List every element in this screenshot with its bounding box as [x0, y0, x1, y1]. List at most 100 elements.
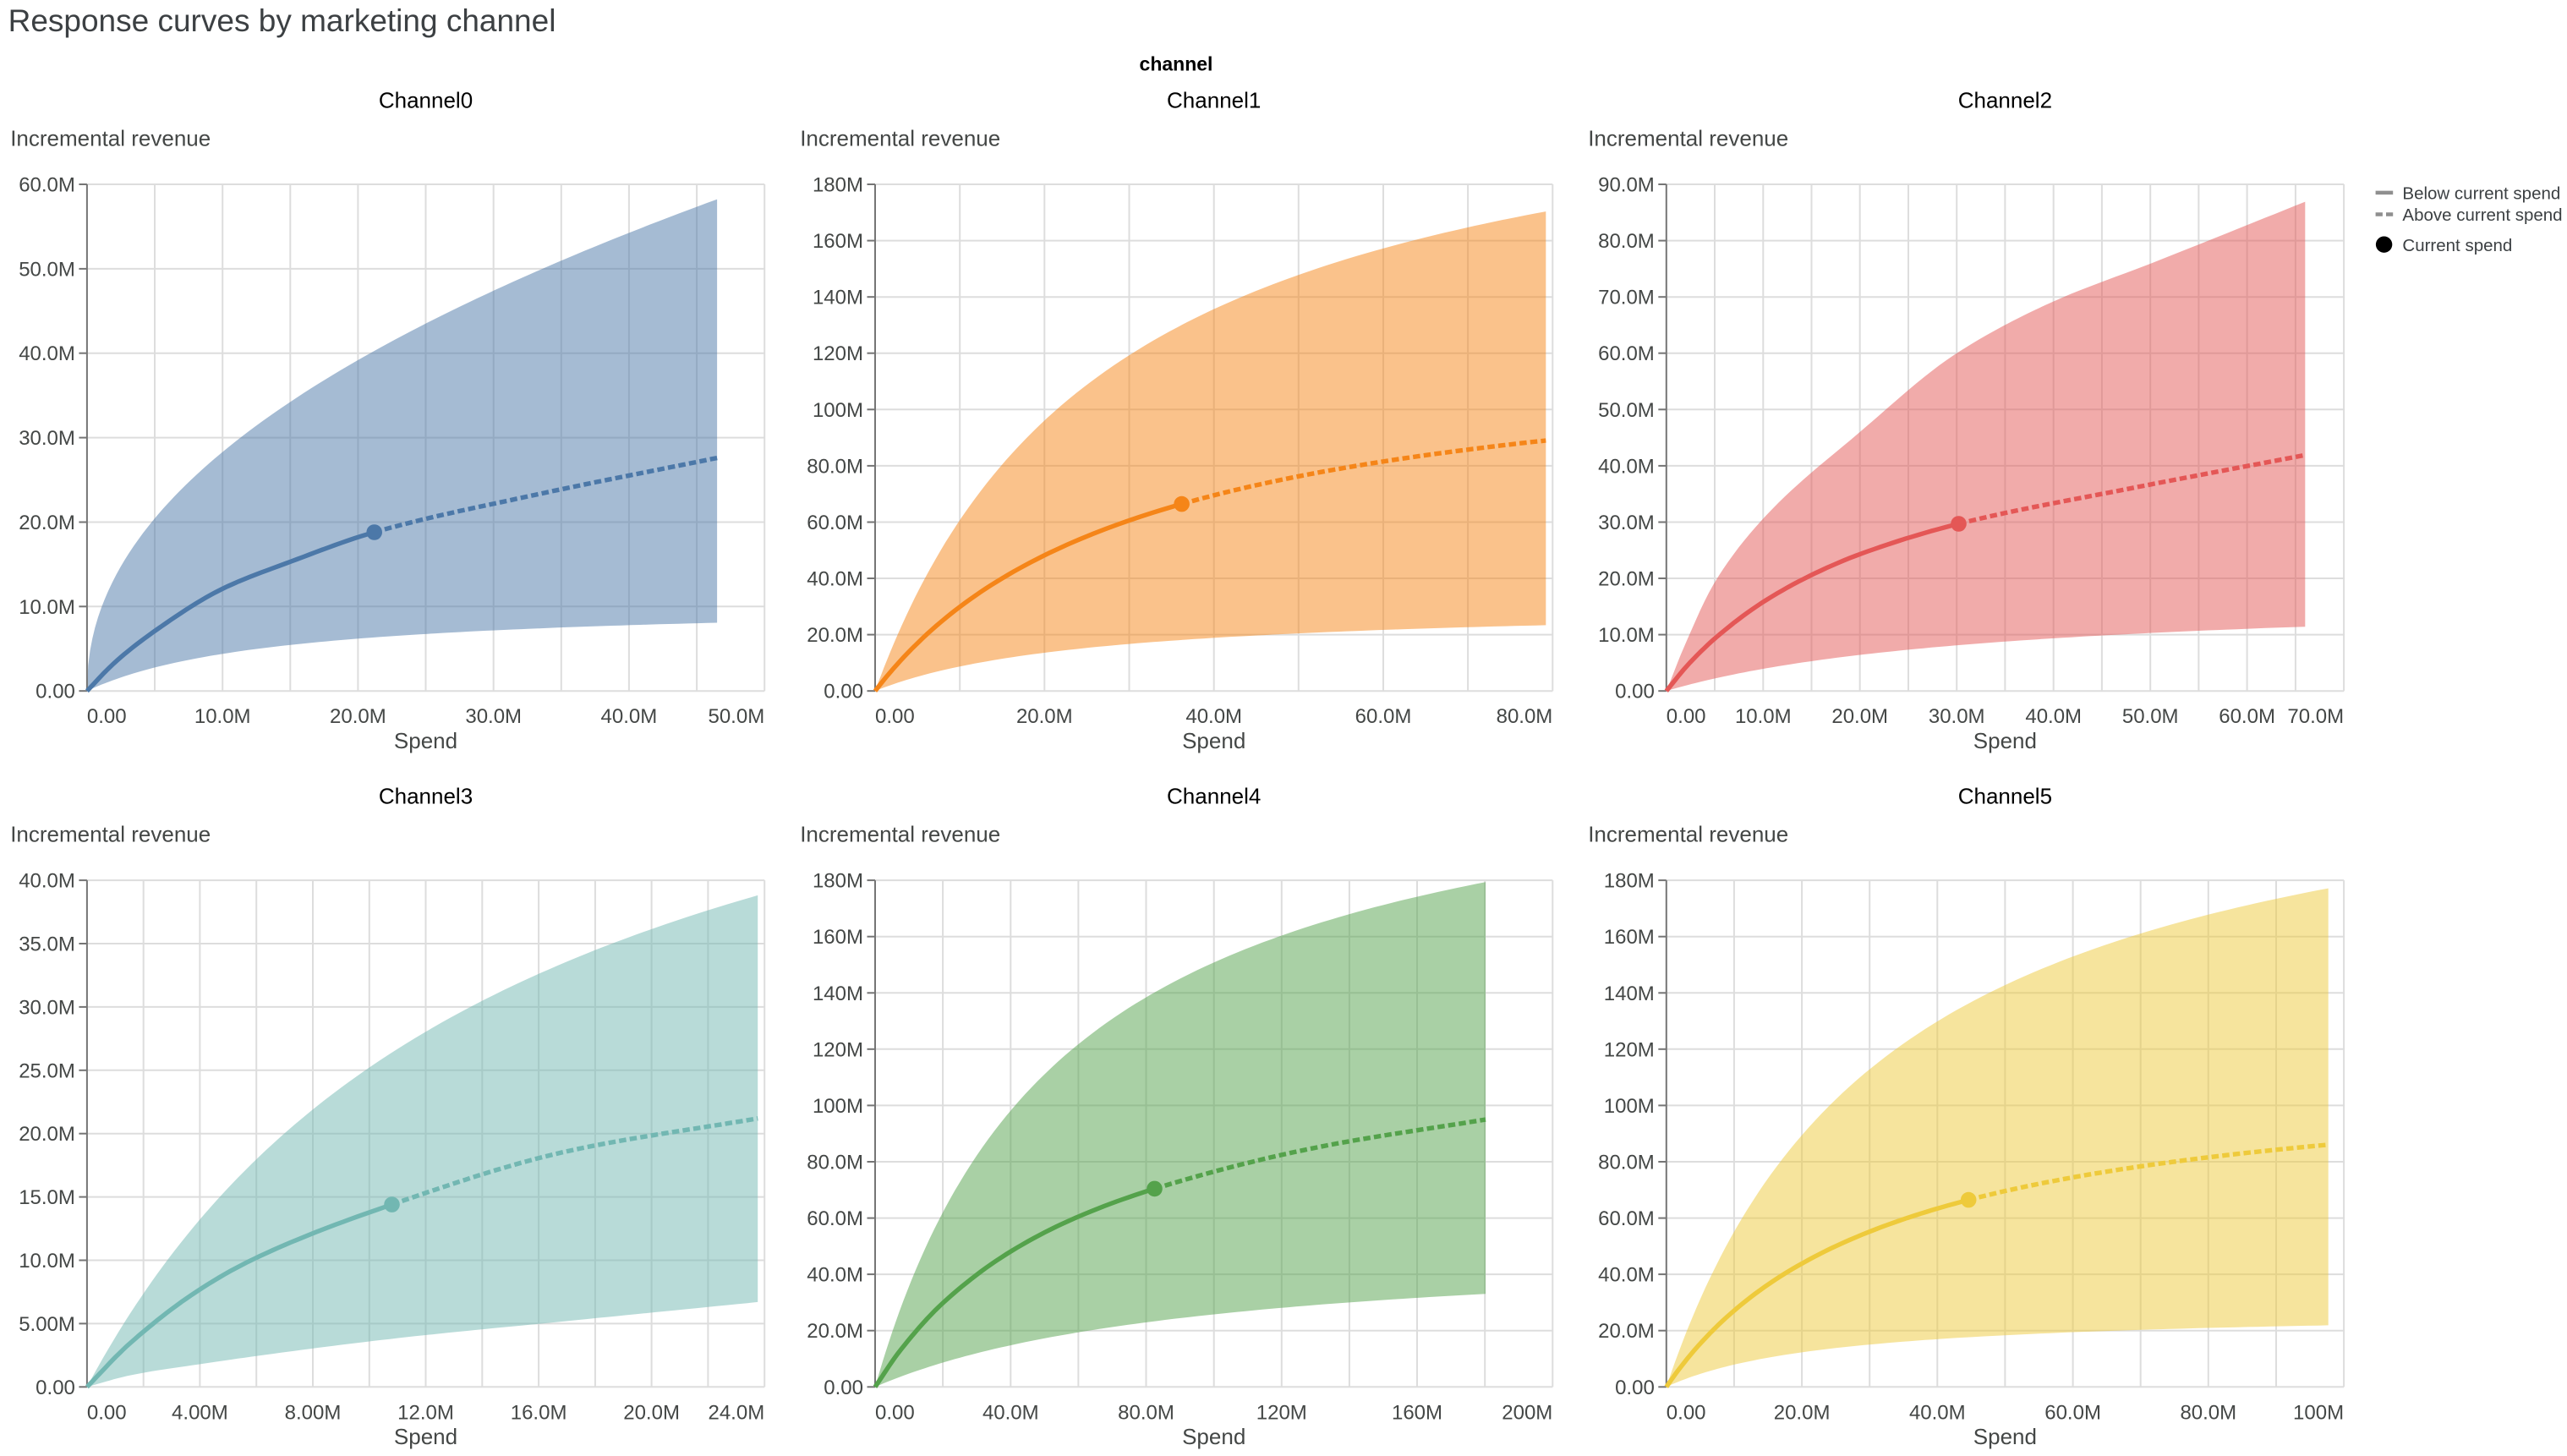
svg-text:20.0M: 20.0M	[807, 624, 863, 647]
svg-text:50.0M: 50.0M	[708, 705, 764, 728]
svg-text:60.0M: 60.0M	[1598, 1207, 1655, 1230]
svg-text:0.00: 0.00	[1667, 705, 1706, 728]
svg-text:Channel4: Channel4	[1167, 784, 1261, 809]
svg-text:40.0M: 40.0M	[2025, 705, 2082, 728]
svg-text:Below current spend: Below current spend	[2402, 184, 2560, 204]
svg-text:60.0M: 60.0M	[807, 1207, 863, 1230]
svg-text:10.0M: 10.0M	[19, 596, 75, 619]
svg-text:4.00M: 4.00M	[172, 1401, 228, 1424]
svg-text:20.0M: 20.0M	[1774, 1401, 1831, 1424]
svg-text:10.0M: 10.0M	[1735, 705, 1792, 728]
svg-text:40.0M: 40.0M	[1909, 1401, 1966, 1424]
svg-text:20.0M: 20.0M	[1598, 1320, 1655, 1343]
svg-text:70.0M: 70.0M	[2287, 705, 2344, 728]
svg-text:160M: 160M	[813, 926, 863, 949]
svg-text:20.0M: 20.0M	[807, 1320, 863, 1343]
svg-text:120M: 120M	[1256, 1401, 1307, 1424]
svg-text:80.0M: 80.0M	[1118, 1401, 1174, 1424]
svg-text:0.00: 0.00	[36, 1377, 75, 1399]
svg-text:60.0M: 60.0M	[2044, 1401, 2101, 1424]
svg-text:60.0M: 60.0M	[1355, 705, 1412, 728]
svg-text:80.0M: 80.0M	[1497, 705, 1553, 728]
svg-text:140M: 140M	[1604, 983, 1655, 1005]
svg-text:180M: 180M	[1604, 870, 1655, 893]
svg-text:10.0M: 10.0M	[1598, 624, 1655, 647]
svg-text:0.00: 0.00	[1615, 1377, 1655, 1399]
svg-text:Spend: Spend	[1973, 728, 2037, 753]
svg-text:0.00: 0.00	[875, 1401, 915, 1424]
svg-text:140M: 140M	[813, 287, 863, 309]
svg-text:16.0M: 16.0M	[511, 1401, 567, 1424]
svg-text:180M: 180M	[813, 870, 863, 893]
svg-text:120M: 120M	[813, 342, 863, 365]
svg-text:180M: 180M	[813, 174, 863, 197]
svg-text:30.0M: 30.0M	[19, 996, 75, 1019]
svg-text:Channel1: Channel1	[1167, 87, 1261, 112]
svg-text:200M: 200M	[1502, 1401, 1552, 1424]
svg-text:Response curves by marketing c: Response curves by marketing channel	[8, 3, 556, 38]
svg-text:Incremental revenue: Incremental revenue	[10, 126, 211, 151]
svg-text:Spend: Spend	[394, 728, 457, 753]
svg-text:Incremental revenue: Incremental revenue	[800, 126, 1000, 151]
svg-text:80.0M: 80.0M	[1598, 1152, 1655, 1174]
svg-text:Incremental revenue: Incremental revenue	[800, 822, 1000, 847]
svg-text:60.0M: 60.0M	[1598, 342, 1655, 365]
svg-text:40.0M: 40.0M	[1185, 705, 1242, 728]
svg-text:80.0M: 80.0M	[2180, 1401, 2236, 1424]
svg-text:90.0M: 90.0M	[1598, 174, 1655, 197]
svg-text:0.00: 0.00	[1667, 1401, 1706, 1424]
svg-text:50.0M: 50.0M	[19, 258, 75, 281]
svg-text:Spend: Spend	[1182, 728, 1245, 753]
svg-text:0.00: 0.00	[824, 1377, 863, 1399]
svg-text:10.0M: 10.0M	[194, 705, 251, 728]
svg-text:30.0M: 30.0M	[1929, 705, 1985, 728]
svg-text:0.00: 0.00	[87, 1401, 127, 1424]
svg-text:10.0M: 10.0M	[19, 1250, 75, 1273]
svg-text:30.0M: 30.0M	[465, 705, 522, 728]
svg-text:Above current spend: Above current spend	[2402, 205, 2562, 225]
svg-text:60.0M: 60.0M	[19, 174, 75, 197]
svg-text:40.0M: 40.0M	[19, 342, 75, 365]
svg-text:Spend: Spend	[1973, 1424, 2037, 1449]
svg-text:24.0M: 24.0M	[708, 1401, 764, 1424]
svg-text:35.0M: 35.0M	[19, 933, 75, 956]
svg-text:Incremental revenue: Incremental revenue	[1588, 126, 1788, 151]
svg-text:20.0M: 20.0M	[1598, 568, 1655, 591]
svg-text:Incremental revenue: Incremental revenue	[10, 822, 211, 847]
svg-text:100M: 100M	[813, 399, 863, 422]
svg-text:80.0M: 80.0M	[807, 455, 863, 478]
svg-text:channel: channel	[1140, 52, 1213, 74]
svg-text:60.0M: 60.0M	[807, 512, 863, 534]
svg-text:140M: 140M	[813, 983, 863, 1005]
svg-text:Channel2: Channel2	[1958, 87, 2052, 112]
svg-text:120M: 120M	[813, 1038, 863, 1061]
svg-text:30.0M: 30.0M	[19, 427, 75, 450]
svg-text:0.00: 0.00	[875, 705, 915, 728]
svg-text:Current spend: Current spend	[2402, 236, 2512, 255]
svg-text:Channel3: Channel3	[379, 784, 473, 809]
svg-text:100M: 100M	[813, 1095, 863, 1118]
svg-text:40.0M: 40.0M	[1598, 455, 1655, 478]
svg-text:100M: 100M	[1604, 1095, 1655, 1118]
svg-text:Channel5: Channel5	[1958, 784, 2052, 809]
svg-text:15.0M: 15.0M	[19, 1186, 75, 1209]
svg-text:Channel0: Channel0	[379, 87, 473, 112]
svg-text:20.0M: 20.0M	[1016, 705, 1073, 728]
svg-text:12.0M: 12.0M	[397, 1401, 454, 1424]
svg-text:Spend: Spend	[394, 1424, 457, 1449]
svg-text:80.0M: 80.0M	[1598, 230, 1655, 253]
svg-text:100M: 100M	[2293, 1401, 2344, 1424]
svg-text:40.0M: 40.0M	[807, 568, 863, 591]
svg-text:0.00: 0.00	[1615, 681, 1655, 703]
svg-text:120M: 120M	[1604, 1038, 1655, 1061]
svg-text:160M: 160M	[813, 230, 863, 253]
svg-text:20.0M: 20.0M	[19, 512, 75, 534]
svg-text:20.0M: 20.0M	[1831, 705, 1888, 728]
svg-text:40.0M: 40.0M	[982, 1401, 1039, 1424]
svg-text:30.0M: 30.0M	[1598, 512, 1655, 534]
svg-text:Incremental revenue: Incremental revenue	[1588, 822, 1788, 847]
svg-text:20.0M: 20.0M	[19, 1123, 75, 1146]
svg-text:160M: 160M	[1604, 926, 1655, 949]
svg-text:0.00: 0.00	[87, 705, 127, 728]
svg-text:160M: 160M	[1392, 1401, 1442, 1424]
